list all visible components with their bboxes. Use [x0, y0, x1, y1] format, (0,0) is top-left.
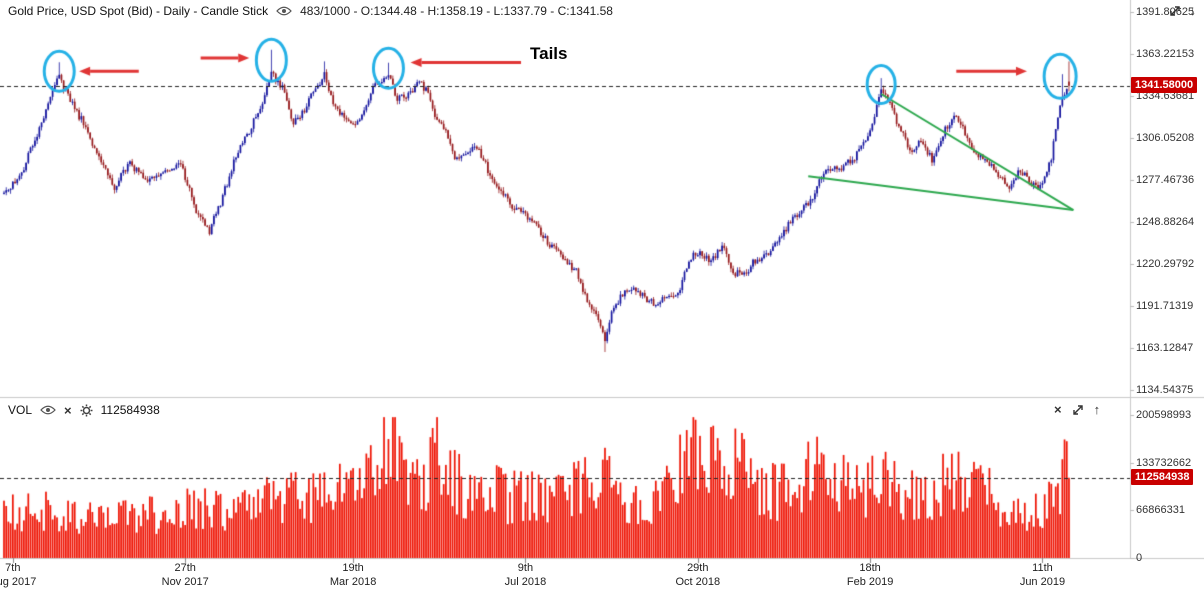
tick-month-label: Oct 2018	[675, 576, 721, 588]
time-axis-tick: 27th Nov 2017	[143, 562, 227, 588]
visibility-eye-icon[interactable]	[276, 6, 292, 16]
close-icon[interactable]: ×	[1054, 402, 1062, 417]
tick-month-label: Aug 2017	[0, 576, 37, 588]
time-axis-tick: 29th Oct 2018	[656, 562, 740, 588]
current-price-tag: 1341.58000	[1131, 76, 1198, 93]
tick-day-label: 9th	[517, 562, 534, 574]
current-volume-tag: 112584938	[1131, 468, 1194, 485]
expand-icon[interactable]	[1072, 404, 1084, 416]
time-axis-tick: 9th Jul 2018	[483, 562, 567, 588]
time-axis-tick: 11th Jun 2019	[1000, 562, 1084, 588]
move-panel-up-icon[interactable]: ↑	[1093, 402, 1101, 417]
tick-day-label: 18th	[859, 562, 881, 574]
tick-day-label: 27th	[174, 562, 196, 574]
volume-header: VOL × 112584938	[8, 403, 160, 417]
time-axis-tick: 7th Aug 2017	[0, 562, 55, 588]
ohlc-readout: 483/1000 - O:1344.48 - H:1358.19 - L:133…	[300, 4, 613, 18]
time-axis-tick: 18th Feb 2019	[828, 562, 912, 588]
tick-day-label: 29th	[687, 562, 709, 574]
tails-annotation-label: Tails	[530, 44, 568, 63]
tick-day-label: 11th	[1032, 562, 1053, 574]
volume-current-value: 112584938	[100, 403, 160, 417]
expand-icon[interactable]	[1169, 5, 1181, 17]
tick-day-label: 7th	[5, 562, 21, 574]
time-axis-tick: 19th Mar 2018	[311, 562, 395, 588]
visibility-eye-icon[interactable]	[40, 405, 56, 415]
tick-month-label: Feb 2019	[846, 576, 894, 588]
volume-label: VOL	[8, 403, 33, 417]
time-axis: 7th Aug 2017 27th Nov 2017 19th Mar 2018 9th Ju…	[0, 562, 1204, 600]
chart-header: Gold Price, USD Spot (Bid) - Daily - Can…	[0, 0, 1204, 22]
close-icon[interactable]: ×	[64, 402, 72, 418]
tick-month-label: Nov 2017	[161, 576, 209, 588]
volume-header-controls: × ↑	[1054, 403, 1100, 416]
chart-header-controls: ↓	[1169, 3, 1197, 18]
tick-month-label: Mar 2018	[329, 576, 377, 588]
move-panel-down-icon[interactable]: ↓	[1189, 3, 1197, 18]
tick-month-label: Jun 2019	[1019, 576, 1066, 588]
tick-day-label: 19th	[342, 562, 364, 574]
tick-month-label: Jul 2018	[504, 576, 547, 588]
chart-title: Gold Price, USD Spot (Bid) - Daily - Can…	[8, 4, 269, 18]
settings-gear-icon[interactable]	[80, 404, 93, 417]
